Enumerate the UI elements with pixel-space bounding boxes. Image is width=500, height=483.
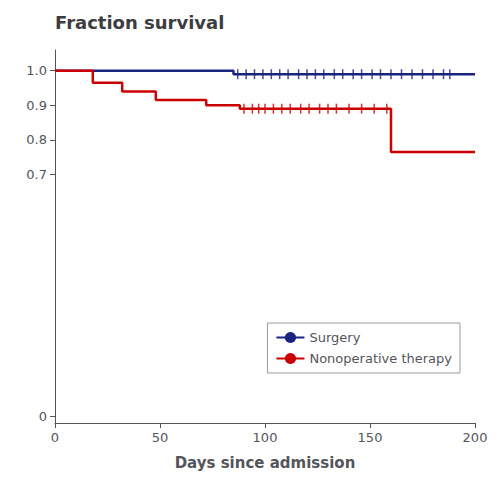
svg-text:100: 100 [253, 430, 278, 445]
svg-text:200: 200 [463, 430, 488, 445]
svg-text:50: 50 [152, 430, 169, 445]
svg-text:Days since admission: Days since admission [175, 454, 356, 472]
svg-text:0.7: 0.7 [26, 167, 47, 182]
svg-text:1.0: 1.0 [26, 63, 47, 78]
svg-text:0: 0 [39, 409, 47, 424]
svg-text:0: 0 [51, 430, 59, 445]
svg-text:Surgery: Surgery [309, 330, 360, 345]
svg-text:Nonoperative therapy: Nonoperative therapy [309, 351, 452, 366]
svg-text:Fraction survival: Fraction survival [55, 12, 224, 33]
svg-text:0.9: 0.9 [26, 98, 47, 113]
svg-text:0.8: 0.8 [26, 132, 47, 147]
svg-text:150: 150 [358, 430, 383, 445]
